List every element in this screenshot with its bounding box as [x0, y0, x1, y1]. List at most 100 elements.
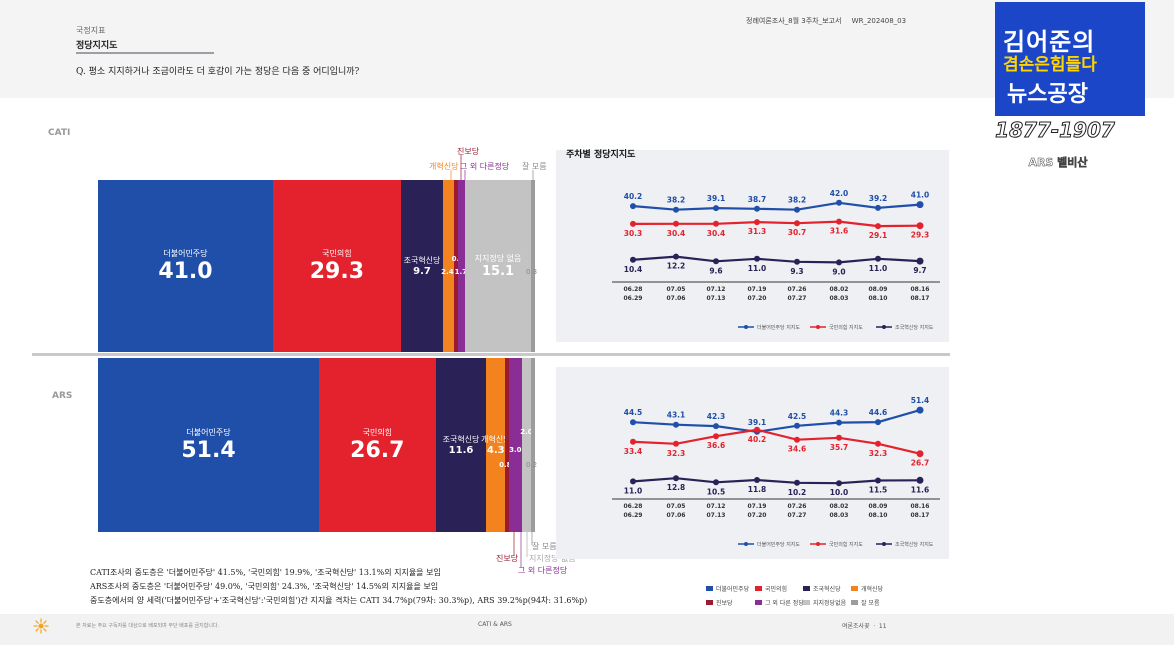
data-label: 35.7	[830, 443, 849, 452]
legend-swatch	[851, 586, 858, 591]
data-point	[673, 421, 679, 428]
data-point	[630, 256, 636, 263]
x-tick-label: 08.02	[830, 503, 849, 510]
data-label: 42.0	[830, 189, 849, 198]
data-point	[836, 419, 842, 426]
label-bottom-other: 그 외 다른정당	[518, 566, 568, 575]
x-tick-label: 06.28	[624, 286, 643, 293]
data-point	[836, 434, 842, 441]
segment-label: 국민의힘	[362, 428, 393, 437]
footer-disclaimer: 본 자료는 주요 구독자를 대상으로 배포되며 무단 배포를 금지합니다.	[76, 623, 220, 629]
segment-value: 29.3	[309, 259, 364, 284]
data-point	[875, 477, 881, 484]
data-label: 40.2	[748, 435, 767, 444]
legend-text: 개혁신당	[861, 586, 884, 593]
data-point	[916, 222, 924, 230]
series-line-2	[632, 477, 921, 485]
segment-label: 개혁신당	[481, 435, 511, 444]
data-label: 11.5	[869, 486, 888, 495]
data-point	[875, 204, 881, 211]
cati-method-label: CATI	[48, 128, 71, 138]
data-point	[630, 220, 636, 227]
trend-panel-title: 주차별 정당지지도	[566, 149, 635, 161]
legend-dot	[744, 325, 748, 329]
legend-dot	[744, 542, 748, 546]
data-label: 51.4	[911, 396, 930, 405]
x-tick-label: 08.02	[830, 286, 849, 293]
logo-line-2: 겸손은힘들다	[1003, 55, 1097, 75]
bar-segment-dontknow	[531, 180, 535, 352]
legend-text: 진보당	[716, 600, 733, 607]
x-tick-label: 07.06	[667, 295, 686, 302]
legend-text: 더불어민주당	[716, 586, 750, 593]
x-tick-label: 08.03	[830, 295, 849, 302]
data-point	[754, 477, 760, 483]
data-label: 29.1	[869, 231, 888, 240]
bar-segment-progressive	[453, 180, 458, 352]
data-label: 39.2	[869, 194, 888, 203]
segment-label: 국민의힘	[322, 249, 352, 258]
data-point	[754, 205, 760, 212]
data-label: 33.4	[624, 447, 643, 456]
data-label: 44.5	[624, 408, 643, 417]
data-label: 12.2	[667, 262, 686, 271]
x-tick-label: 06.29	[624, 512, 643, 519]
data-point	[794, 220, 800, 227]
data-label: 10.2	[788, 488, 807, 497]
data-label: 40.2	[624, 192, 643, 201]
data-point	[673, 440, 679, 447]
data-label: 32.3	[667, 449, 686, 458]
data-point	[673, 475, 679, 482]
series-line-2	[632, 255, 921, 264]
x-tick-label: 08.03	[830, 512, 849, 519]
legend-item: 그 외 다른 정당	[755, 598, 804, 607]
bar-segment-rebuild: 조국혁신당 9.7	[400, 180, 444, 352]
data-label: 10.5	[707, 487, 726, 496]
legend-label: 국민의힘 지지도	[829, 541, 863, 548]
x-tick-label: 08.09	[869, 503, 888, 510]
legend-swatch	[755, 600, 762, 605]
data-label: 11.6	[911, 485, 930, 494]
data-point	[916, 257, 924, 265]
footer-page: 여론조사꽃 ㆍ 11	[842, 623, 887, 630]
cati-trend-panel	[556, 150, 949, 342]
data-label: 9.7	[913, 266, 926, 275]
label-bottom-dontknow: 잘 모름	[532, 542, 557, 551]
data-label: 11.8	[748, 485, 767, 494]
data-point	[713, 258, 719, 265]
x-tick-label: 06.29	[624, 295, 643, 302]
data-label: 30.4	[667, 229, 686, 238]
legend-dot	[816, 325, 820, 329]
x-tick-label: 07.05	[667, 503, 686, 510]
data-label: 42.5	[788, 412, 807, 421]
x-tick-label: 08.16	[911, 503, 930, 510]
logo-years: 1877-1907	[995, 118, 1116, 143]
section-title: 정당지지도	[76, 41, 118, 51]
data-point	[875, 255, 881, 262]
x-tick-label: 07.05	[667, 286, 686, 293]
data-point	[794, 436, 800, 443]
data-label: 11.0	[624, 486, 643, 495]
data-label: 36.6	[707, 441, 726, 450]
x-tick-label: 08.17	[911, 512, 930, 519]
note-gap: 중도층에서의 양 세력('더불어민주당'+'조국혁신당':'국민의힘')간 지지…	[90, 596, 588, 605]
data-label: 38.2	[667, 196, 686, 205]
segment-value-progressive: 0.8	[499, 461, 512, 469]
data-point	[713, 220, 719, 227]
x-tick-label: 08.16	[911, 286, 930, 293]
legend-swatch	[706, 600, 713, 605]
bar-segment-ppp: 국민의힘 29.3	[272, 180, 401, 352]
legend-item: 더불어민주당	[706, 584, 749, 593]
data-point	[713, 433, 719, 440]
data-point	[794, 479, 800, 486]
x-tick-label: 07.20	[748, 512, 767, 519]
legend-label: 국민의힘 지지도	[829, 324, 863, 331]
data-point	[836, 480, 842, 487]
segment-value: 51.4	[181, 438, 236, 463]
data-label: 44.6	[869, 408, 888, 417]
data-point	[794, 258, 800, 265]
logo-ars-caption: ARS 벨비산	[1028, 156, 1088, 170]
legend-text: 잘 모름	[861, 600, 880, 607]
bar-segment-dontknow	[531, 358, 535, 532]
